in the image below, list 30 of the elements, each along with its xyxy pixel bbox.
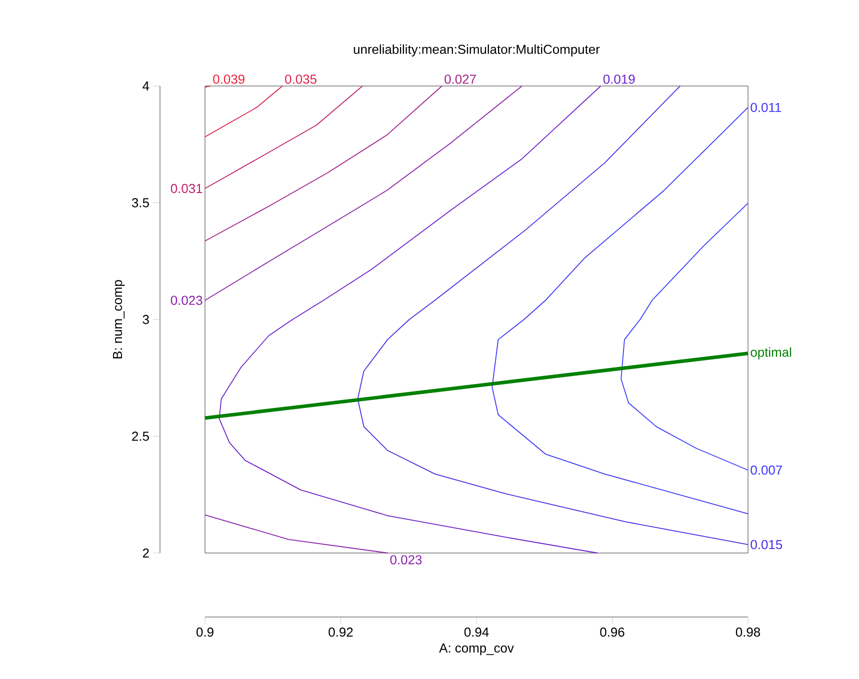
line-series xyxy=(620,202,748,471)
series-label: 0.019 xyxy=(603,74,635,84)
y-tick-label: 3.5 xyxy=(132,198,149,208)
y-axis-title: B: num_comp xyxy=(113,280,125,358)
series-label: 0.015 xyxy=(750,540,782,550)
x-tick-label: 0.94 xyxy=(464,628,489,637)
series-label: 0.023 xyxy=(170,296,202,305)
x-tick-label: 0.9 xyxy=(196,628,214,637)
line-series xyxy=(357,86,748,546)
series-label: 0.035 xyxy=(285,74,316,84)
series-label: 0.027 xyxy=(444,74,476,84)
series-label: 0.011 xyxy=(750,102,782,112)
chart-title: unreliability:mean:Simulator:MultiComputer xyxy=(354,44,600,56)
series-label: optimal xyxy=(750,347,792,360)
line-series xyxy=(218,86,602,554)
series-label: 0.039 xyxy=(213,74,244,84)
x-axis-title: A: comp_cov xyxy=(439,644,514,656)
y-tick-label: 2 xyxy=(142,548,149,558)
x-tick-label: 0.96 xyxy=(600,628,624,637)
y-tick-label: 4 xyxy=(142,82,150,90)
x-tick-label: 0.92 xyxy=(328,628,353,637)
line-series xyxy=(204,86,442,242)
series-label: 0.007 xyxy=(750,466,782,475)
y-tick-label: 3 xyxy=(142,314,149,324)
series-label: 0.031 xyxy=(170,184,202,194)
line-series xyxy=(204,86,363,189)
line-series xyxy=(492,107,748,514)
text: 0.023 xyxy=(390,555,422,564)
x-tick-label: 0.98 xyxy=(736,628,760,637)
y-tick-label: 2.5 xyxy=(132,432,149,441)
